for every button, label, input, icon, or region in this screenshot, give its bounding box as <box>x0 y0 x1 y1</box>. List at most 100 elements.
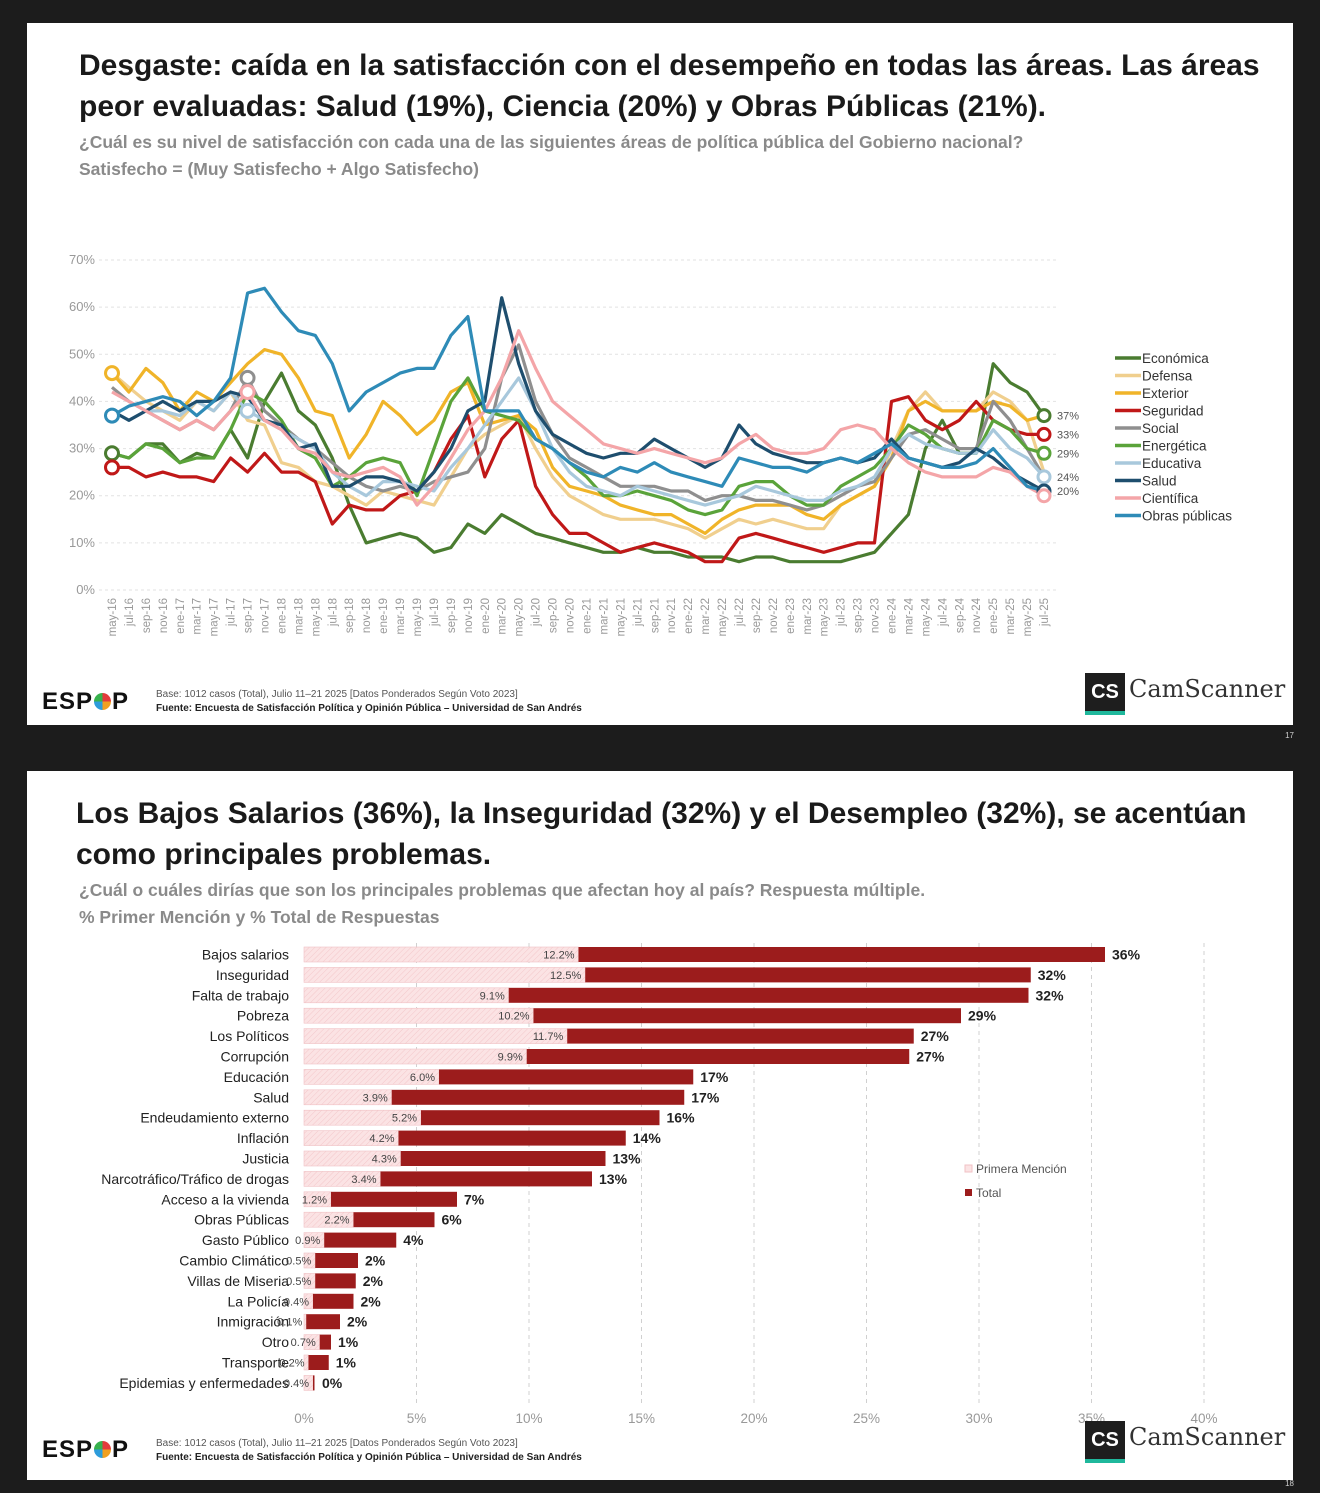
slide-problems: Los Bajos Salarios (36%), la Inseguridad… <box>27 771 1293 1480</box>
category-label: Falta de trabajo <box>192 987 289 1003</box>
primera-value-label: 5.2% <box>392 1113 417 1125</box>
category-label: Transporte <box>222 1355 289 1371</box>
y-tick-label: 30% <box>69 441 95 456</box>
y-tick-label: 60% <box>69 299 95 314</box>
bar-total <box>585 967 1031 983</box>
x-tick-label: nov-21 <box>666 598 678 633</box>
x-tick-label: jul-20 <box>531 598 543 627</box>
primera-value-label: 0.5% <box>286 1276 311 1288</box>
total-value-label: 27% <box>921 1028 950 1044</box>
x-tick-label: ene-19 <box>378 598 390 634</box>
primera-value-label: 2.2% <box>324 1215 349 1227</box>
slide1-question: ¿Cuál es su nivel de satisfacción con ca… <box>79 132 1024 152</box>
category-label: Otro <box>262 1334 289 1350</box>
slide2-definition: % Primer Mención y % Total de Respuestas <box>79 907 440 927</box>
category-label: Bajos salarios <box>202 947 289 963</box>
camscanner-text: CamScanner <box>1129 1423 1286 1451</box>
x-tick-label: ene-20 <box>480 598 492 634</box>
legend-label: Social <box>1142 421 1179 436</box>
bar-total <box>380 1171 592 1187</box>
camscanner-watermark: CS CamScanner <box>1085 673 1285 715</box>
x-tick-label: sep-24 <box>954 597 966 633</box>
category-label: Pobreza <box>237 1008 289 1024</box>
category-label: Inflación <box>237 1130 289 1146</box>
end-value-label: 24% <box>1057 472 1079 484</box>
y-tick-label: 40% <box>69 393 95 408</box>
primera-value-label: 0.9% <box>295 1235 320 1247</box>
x-tick-label: nov-24 <box>971 597 983 633</box>
bar-total <box>315 1273 356 1289</box>
bar-total <box>398 1130 626 1146</box>
legend-label: Defensa <box>1142 369 1193 384</box>
primera-value-label: 10.2% <box>498 1011 529 1023</box>
bar-total <box>508 987 1029 1003</box>
x-tick-label: 20% <box>740 1411 767 1426</box>
total-value-label: 36% <box>1112 947 1141 963</box>
category-label: Epidemias y enfermedades <box>119 1375 289 1391</box>
primera-value-label: 0.7% <box>291 1337 316 1349</box>
x-tick-label: 5% <box>407 1411 427 1426</box>
x-tick-label: may-19 <box>412 598 424 636</box>
bar-total <box>306 1314 340 1330</box>
end-marker <box>1036 445 1052 461</box>
primera-value-label: 6.0% <box>410 1072 435 1084</box>
slide2-title: Los Bajos Salarios (36%), la Inseguridad… <box>76 797 1247 871</box>
start-marker <box>239 384 256 400</box>
bar-primera-mencion <box>303 946 579 963</box>
primera-value-label: 0.2% <box>279 1358 304 1370</box>
x-tick-label: nov-19 <box>463 598 475 633</box>
slide1-definition: Satisfecho = (Muy Satisfecho + Algo Sati… <box>79 159 479 179</box>
bar-primera-mencion <box>303 967 586 983</box>
bar-primera-mencion <box>303 987 510 1004</box>
espop-logo: ESP P <box>42 688 130 715</box>
end-value-label: 29% <box>1057 448 1079 460</box>
x-tick-label: jul-22 <box>734 598 746 627</box>
x-tick-label: mar-18 <box>293 598 305 634</box>
total-value-label: 7% <box>464 1191 485 1207</box>
slide2-question: ¿Cuál o cuáles dirías que son los princi… <box>79 880 926 900</box>
x-tick-label: 25% <box>853 1411 880 1426</box>
legend-label: Económica <box>1142 351 1209 366</box>
start-marker <box>239 369 256 386</box>
primera-value-label: 0.5% <box>286 1256 311 1268</box>
x-tick-label: 15% <box>628 1411 655 1426</box>
camscanner-watermark-2: CS CamScanner <box>1085 1421 1285 1463</box>
category-label: Endeudamiento externo <box>140 1110 289 1126</box>
legend-label: Educativa <box>1142 456 1202 471</box>
slide2-base: Base: 1012 casos (Total), Julio 11–21 20… <box>156 1438 518 1449</box>
primera-value-label: 0.4% <box>284 1296 309 1308</box>
x-tick-label: ene-22 <box>683 598 695 634</box>
category-label: Cambio Climático <box>179 1253 289 1269</box>
total-value-label: 16% <box>667 1110 696 1126</box>
total-value-label: 17% <box>700 1069 729 1085</box>
legend-label: Energética <box>1142 439 1207 454</box>
slide1-base: Base: 1012 casos (Total), Julio 11–21 20… <box>156 689 518 700</box>
category-label: Los Políticos <box>210 1028 289 1044</box>
legend-label: Seguridad <box>1142 404 1204 419</box>
bar-total <box>324 1232 397 1248</box>
x-tick-label: ene-21 <box>581 598 593 634</box>
category-label: Narcotráfico/Tráfico de drogas <box>101 1171 289 1187</box>
category-label: Acceso a la vivienda <box>161 1191 289 1207</box>
legend-label: Primera Mención <box>976 1162 1067 1176</box>
x-tick-label: nov-17 <box>260 598 272 633</box>
x-tick-label: sep-22 <box>751 598 763 633</box>
bar-total <box>400 1151 606 1166</box>
total-value-label: 32% <box>1038 967 1067 983</box>
total-value-label: 32% <box>1036 987 1065 1003</box>
x-tick-label: jul-16 <box>124 598 136 627</box>
series-line-social <box>110 343 1046 512</box>
category-label: Justicia <box>242 1151 289 1167</box>
x-tick-label: 0% <box>294 1411 314 1426</box>
primera-value-label: 12.2% <box>543 950 574 962</box>
total-value-label: 27% <box>916 1049 945 1065</box>
end-marker <box>1036 488 1052 504</box>
total-value-label: 2% <box>361 1293 382 1309</box>
primera-value-label: 9.1% <box>480 990 505 1002</box>
x-tick-label: sep-16 <box>141 598 153 633</box>
total-value-label: 2% <box>365 1253 386 1269</box>
category-label: Inseguridad <box>216 967 289 983</box>
total-value-label: 1% <box>336 1355 357 1371</box>
x-tick-label: sep-23 <box>853 598 865 633</box>
primera-value-label: 3.9% <box>363 1092 388 1104</box>
